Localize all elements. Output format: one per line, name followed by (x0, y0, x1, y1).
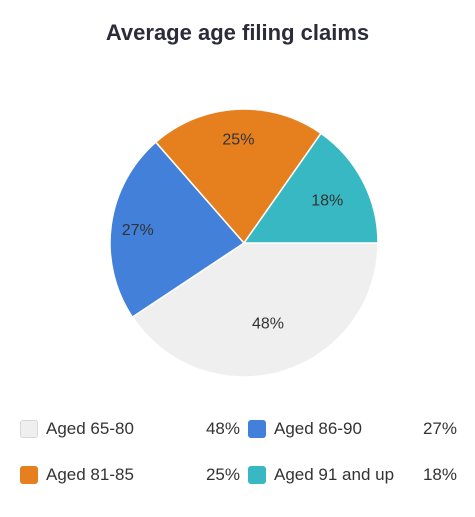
legend-swatch (248, 466, 266, 484)
slice-value-label: 18% (311, 193, 343, 210)
legend-item-aged-65-80[interactable]: Aged 65-80 48% (20, 416, 248, 442)
slice-value-label: 48% (252, 316, 284, 333)
legend-value: 27% (422, 419, 457, 438)
pie-slice-aged-86-90[interactable] (109, 141, 246, 319)
pie-slice-aged-91-and-up[interactable] (242, 132, 379, 244)
legend-value: 48% (205, 419, 240, 438)
legend-label: Aged 91 and up (274, 465, 395, 484)
legend-value: 25% (205, 465, 240, 484)
legend-item-aged-91-and-up[interactable]: Aged 91 and up 18% (248, 462, 465, 488)
legend-swatch (20, 420, 38, 438)
legend-value: 18% (422, 465, 457, 484)
legend-label: Aged 81-85 (46, 465, 134, 484)
chart-title: Average age filing claims (105, 20, 370, 45)
legend-swatch (20, 466, 38, 484)
legend-item-aged-81-85[interactable]: Aged 81-85 25% (20, 462, 248, 488)
legend-item-aged-86-90[interactable]: Aged 86-90 27% (248, 416, 465, 442)
slice-value-label: 27% (122, 222, 154, 239)
legend-swatch (248, 420, 266, 438)
pie-chart: 48% 27% 25% 18% (109, 108, 379, 378)
legend-label: Aged 65-80 (46, 419, 134, 438)
legend-label: Aged 86-90 (274, 419, 362, 438)
legend: Aged 65-80 48% Aged 86-90 27% Aged 81-85… (20, 416, 465, 488)
pie-slice-aged-81-85[interactable] (154, 108, 323, 245)
slice-value-label: 25% (222, 132, 254, 149)
